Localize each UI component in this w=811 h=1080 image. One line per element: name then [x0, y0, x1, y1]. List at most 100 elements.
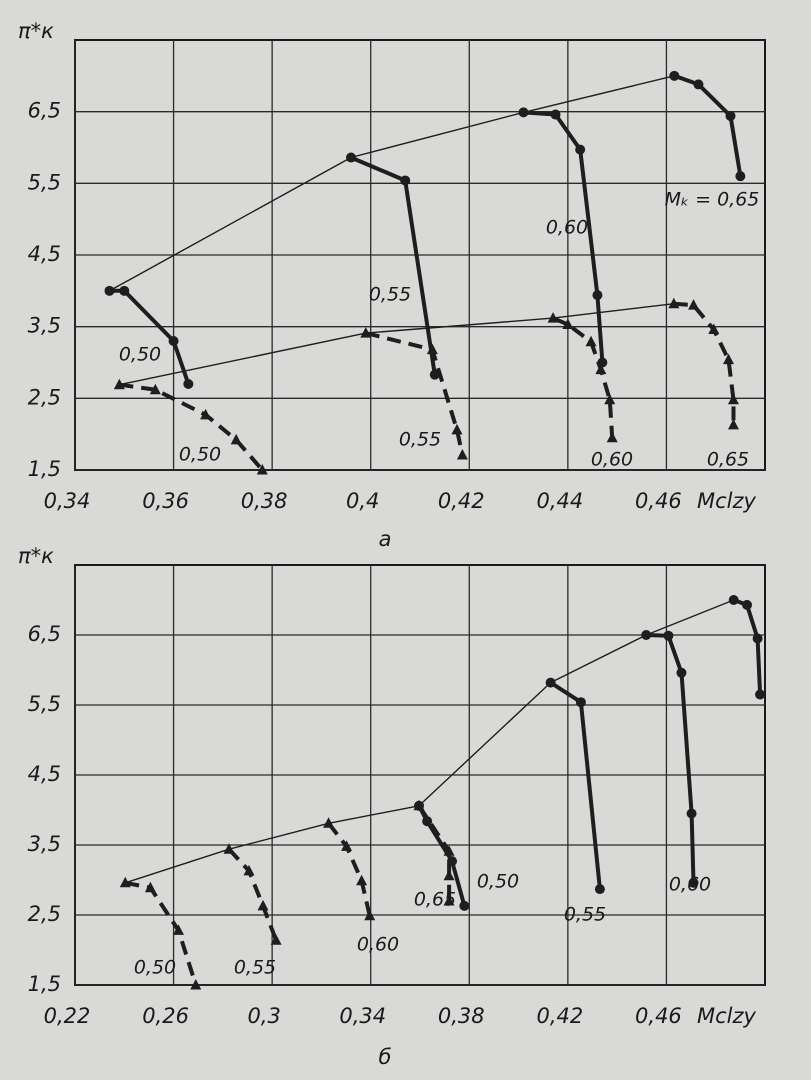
series-label: 0,60 — [669, 874, 711, 896]
marker — [708, 323, 720, 335]
marker — [346, 152, 356, 163]
series-line — [350, 155, 437, 376]
marker — [604, 393, 616, 405]
marker — [550, 109, 561, 120]
x-tick-label: 0,46 — [635, 489, 682, 513]
y-axis-label: π*к — [18, 544, 54, 568]
y-tick-label: 3,5 — [28, 832, 61, 856]
marker — [119, 285, 130, 296]
series-label: 0,50 — [134, 957, 176, 979]
marker — [422, 816, 433, 827]
series-line — [673, 73, 743, 177]
marker — [735, 171, 746, 182]
x-tick-label: 0,4 — [346, 489, 379, 513]
marker — [168, 336, 179, 346]
series-label: 0,60 — [546, 217, 588, 239]
marker — [575, 697, 586, 708]
x-tick-label: 0,42 — [438, 489, 485, 513]
series-label: Mₖ = 0,65 — [665, 189, 760, 211]
x-tick-label: 0,36 — [142, 489, 189, 513]
y-tick-label: 5,5 — [28, 170, 61, 194]
marker — [356, 874, 368, 886]
marker — [688, 299, 700, 310]
marker — [669, 70, 680, 81]
marker — [119, 876, 131, 888]
x-tick-label: 0,42 — [536, 1004, 583, 1028]
marker — [755, 689, 766, 700]
marker — [360, 327, 372, 338]
y-axis-label: π*к — [18, 19, 54, 43]
x-tick-label: 0,38 — [241, 489, 288, 513]
marker — [676, 667, 687, 678]
marker — [173, 924, 184, 935]
series-line — [733, 598, 763, 695]
marker — [592, 290, 603, 301]
marker — [426, 343, 438, 355]
marker — [183, 379, 194, 389]
marker — [413, 799, 425, 811]
marker — [144, 881, 156, 893]
marker — [594, 884, 605, 895]
marker — [456, 448, 468, 460]
series-line — [552, 316, 615, 438]
y-tick-label: 3,5 — [28, 314, 61, 338]
marker — [752, 633, 763, 644]
marker — [742, 599, 753, 610]
y-tick-label: 4,5 — [28, 242, 61, 266]
y-tick-label: 4,5 — [28, 762, 61, 786]
marker — [270, 934, 282, 945]
series-line — [418, 599, 734, 807]
series-line — [673, 301, 736, 425]
marker — [585, 335, 597, 347]
series-line — [327, 822, 372, 917]
x-tick-label: 0,26 — [142, 1004, 189, 1028]
marker — [364, 909, 376, 921]
marker — [459, 900, 470, 911]
marker — [595, 363, 607, 375]
marker — [723, 353, 735, 365]
marker — [688, 877, 699, 888]
series-line — [119, 303, 674, 386]
marker — [223, 843, 235, 854]
x-tick-label: 0,3 — [247, 1004, 280, 1028]
series-label: 0,55 — [564, 904, 606, 926]
marker — [149, 383, 161, 395]
marker — [243, 864, 255, 876]
x-tick-label: 0,46 — [635, 1004, 682, 1028]
marker — [451, 423, 463, 435]
x-tick-label: 0,34 — [44, 489, 91, 513]
marker — [113, 378, 125, 390]
marker — [257, 899, 269, 911]
x-tick-label: 0,34 — [339, 1004, 386, 1028]
series-line — [417, 804, 452, 901]
caption: б — [379, 1045, 392, 1069]
series-label: 0,60 — [591, 449, 633, 471]
marker — [547, 312, 559, 323]
caption: a — [379, 527, 392, 551]
marker — [693, 79, 704, 90]
y-tick-label: 1,5 — [28, 972, 61, 996]
marker — [230, 433, 242, 445]
x-tick-label: 0,22 — [44, 1004, 91, 1028]
marker — [104, 285, 115, 296]
marker — [727, 393, 739, 405]
x-tick-label: 0,38 — [438, 1004, 485, 1028]
marker — [518, 107, 529, 118]
x-axis-label: Mclzy — [697, 489, 757, 513]
series-label: 0,50 — [477, 871, 519, 893]
series-label: 0,50 — [179, 444, 221, 466]
series-label: 0,65 — [707, 449, 749, 471]
marker — [341, 840, 353, 851]
y-tick-label: 2,5 — [28, 385, 61, 409]
y-tick-label: 1,5 — [28, 457, 61, 481]
series-label: 0,60 — [357, 934, 399, 956]
series-label: 0,50 — [119, 344, 161, 366]
marker — [190, 979, 202, 990]
series-label: 0,65 — [414, 889, 456, 911]
series-label: 0,55 — [399, 429, 441, 451]
series-line — [125, 805, 420, 884]
marker — [443, 895, 455, 906]
marker — [727, 418, 739, 430]
marker — [641, 630, 652, 640]
